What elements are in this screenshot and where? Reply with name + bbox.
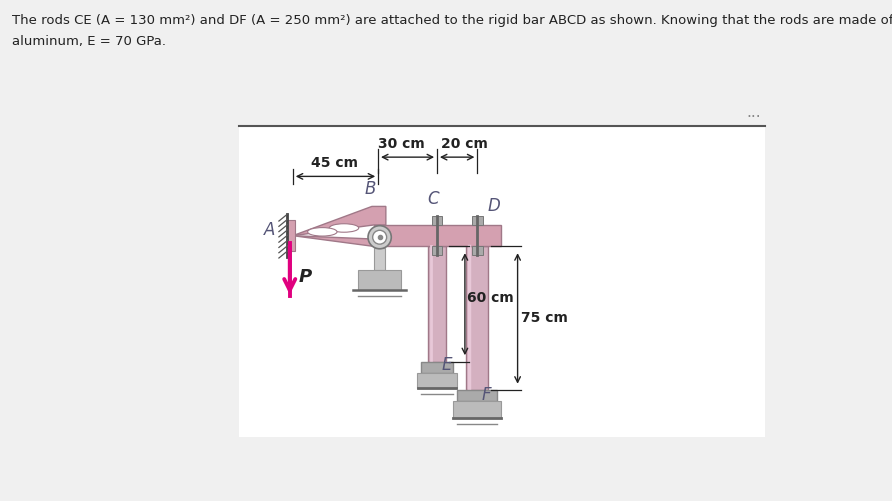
FancyBboxPatch shape: [375, 225, 500, 246]
Text: C: C: [427, 190, 439, 208]
FancyBboxPatch shape: [417, 373, 458, 388]
Text: E: E: [441, 356, 451, 374]
Polygon shape: [293, 206, 386, 235]
FancyBboxPatch shape: [239, 126, 764, 437]
Text: 75 cm: 75 cm: [521, 312, 567, 326]
Text: 20 cm: 20 cm: [442, 137, 488, 151]
Text: 30 cm: 30 cm: [378, 137, 425, 151]
Text: aluminum, E = 70 GPa.: aluminum, E = 70 GPa.: [12, 35, 166, 48]
Circle shape: [373, 230, 386, 244]
FancyBboxPatch shape: [421, 362, 453, 373]
Text: B: B: [365, 180, 376, 198]
Text: D: D: [488, 197, 500, 214]
FancyBboxPatch shape: [432, 246, 442, 255]
Text: A: A: [264, 220, 276, 238]
Text: ...: ...: [747, 105, 761, 120]
FancyBboxPatch shape: [432, 216, 442, 225]
FancyBboxPatch shape: [472, 216, 483, 225]
FancyBboxPatch shape: [453, 401, 501, 418]
Text: P: P: [299, 268, 312, 286]
Text: F: F: [482, 386, 491, 404]
FancyBboxPatch shape: [358, 270, 401, 290]
FancyBboxPatch shape: [472, 246, 483, 255]
Text: 45 cm: 45 cm: [311, 156, 359, 170]
Text: The rods CE (A = 130 mm²) and DF (A = 250 mm²) are attached to the rigid bar ABC: The rods CE (A = 130 mm²) and DF (A = 25…: [12, 14, 892, 27]
Text: 60 cm: 60 cm: [467, 291, 514, 305]
FancyBboxPatch shape: [428, 246, 445, 362]
Ellipse shape: [329, 224, 359, 232]
FancyBboxPatch shape: [287, 220, 295, 251]
Polygon shape: [293, 235, 386, 246]
FancyBboxPatch shape: [375, 248, 385, 270]
FancyBboxPatch shape: [458, 390, 498, 401]
FancyBboxPatch shape: [467, 246, 488, 390]
Ellipse shape: [308, 227, 337, 236]
Circle shape: [368, 225, 392, 249]
